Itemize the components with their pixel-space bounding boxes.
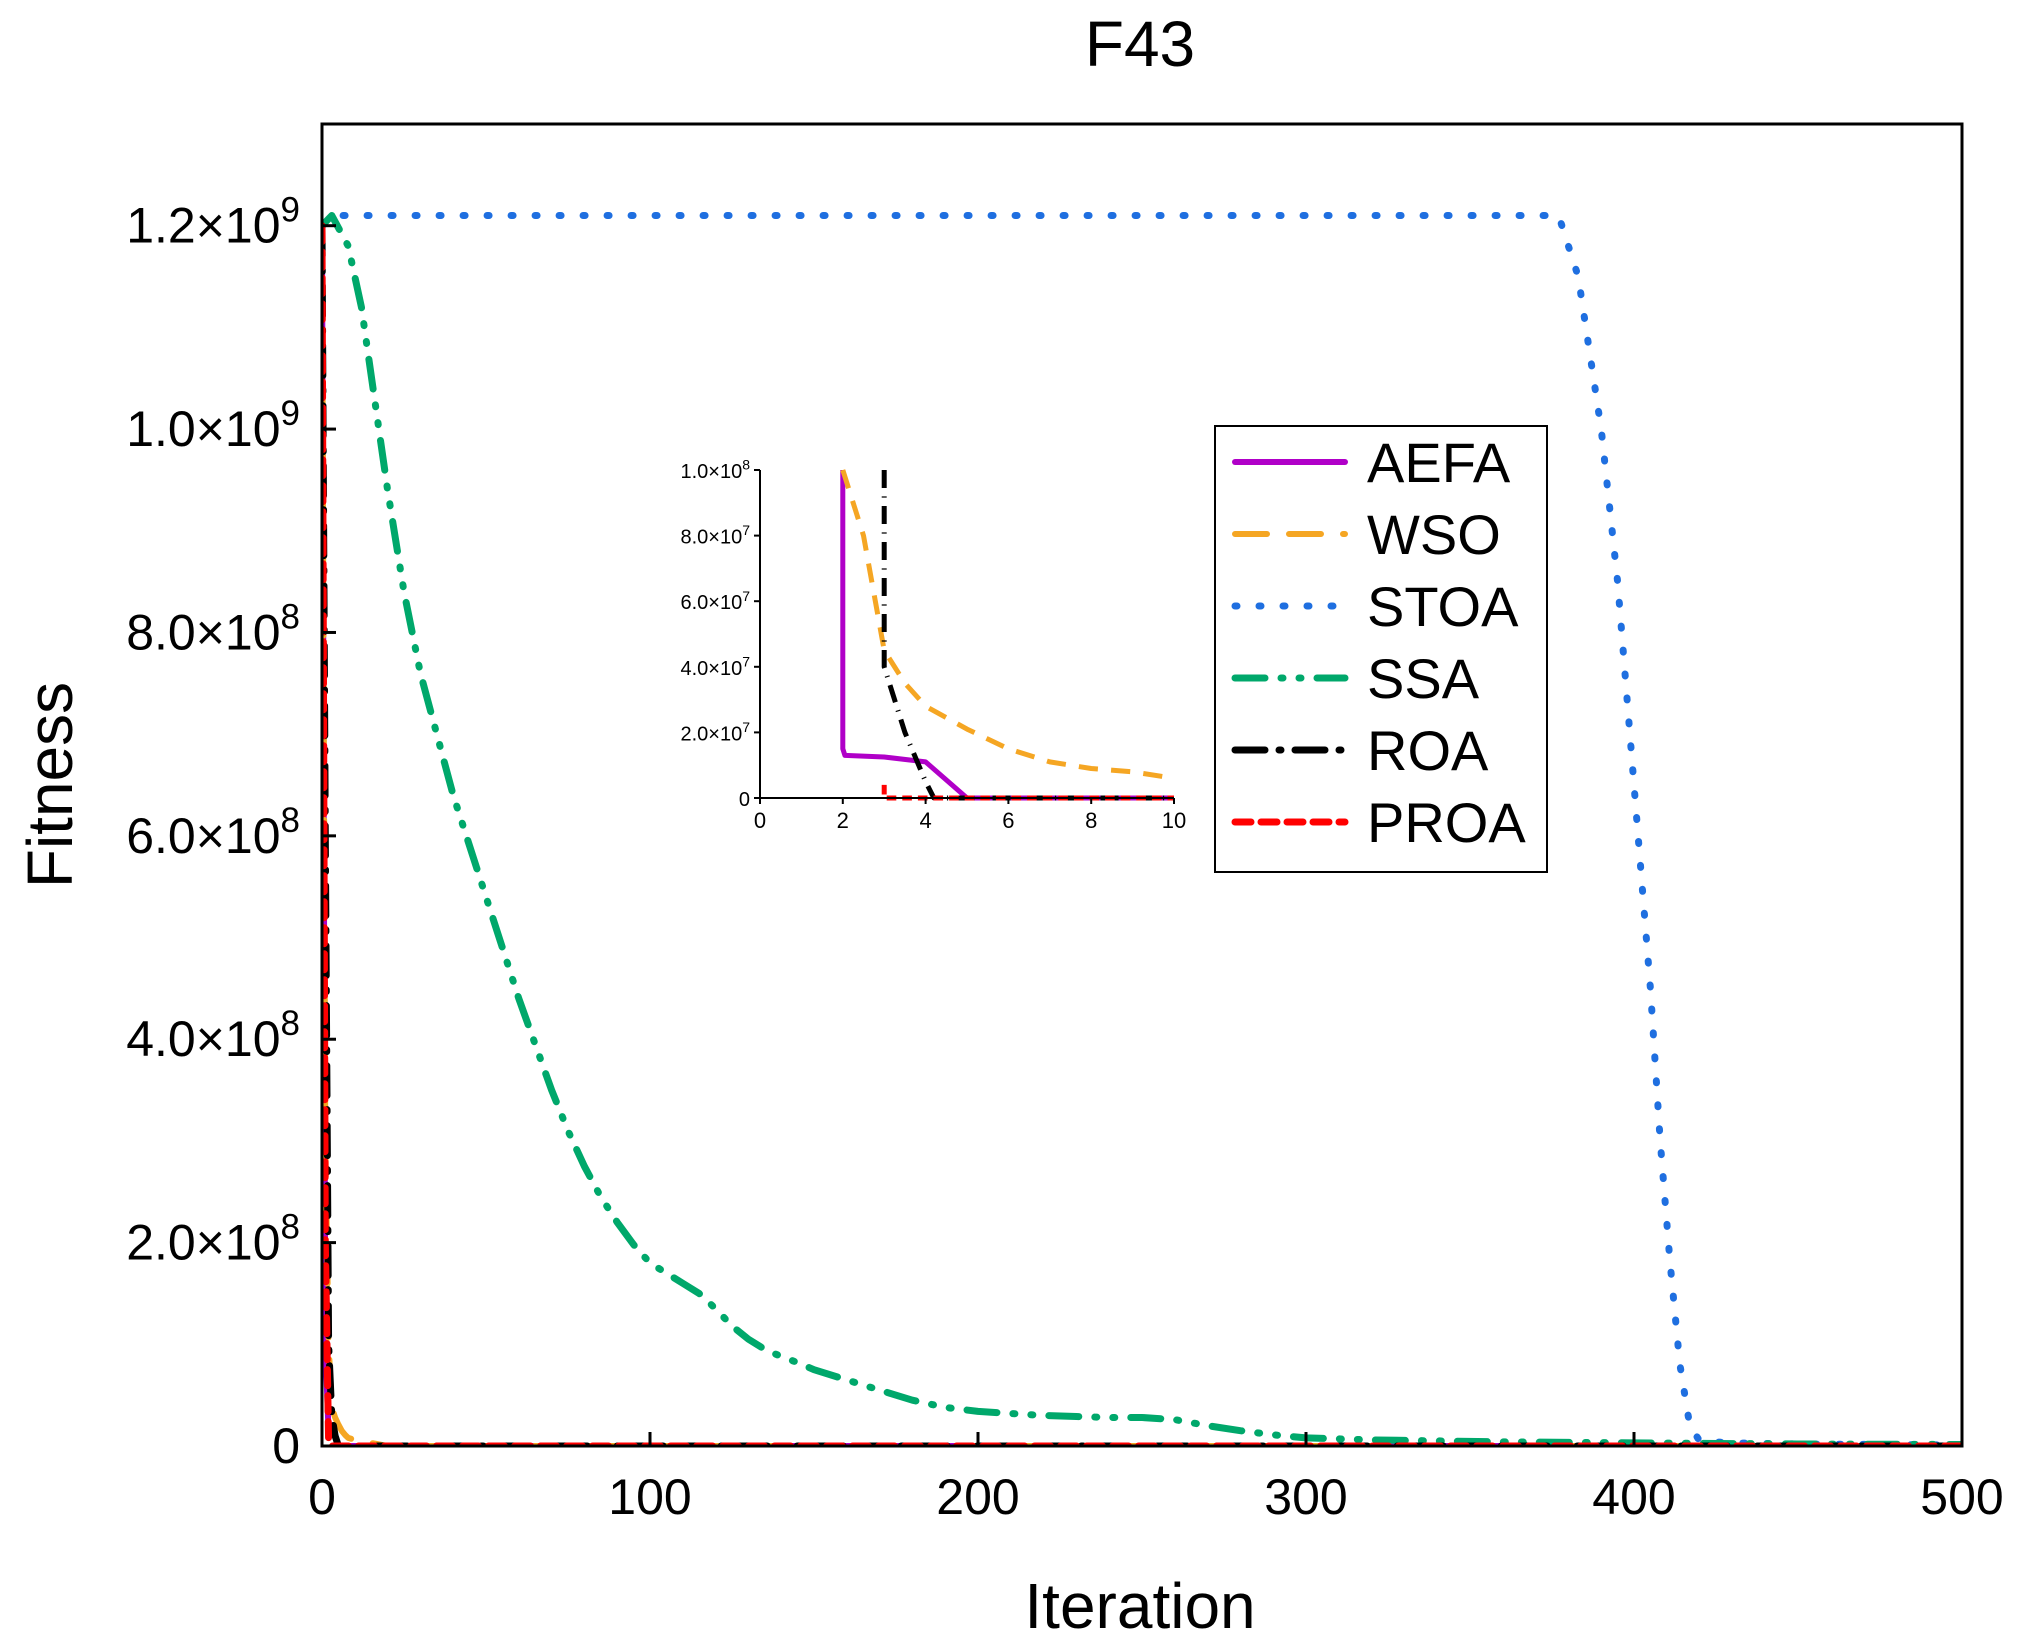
x-axis-label: Iteration xyxy=(1024,1570,1255,1642)
inset-series-line-wso xyxy=(840,469,1175,781)
y-tick-label: 6.0×108 xyxy=(126,801,300,864)
series-group xyxy=(322,212,1962,1446)
inset-x-tick-label: 4 xyxy=(919,808,931,833)
y-tick-label: 0 xyxy=(272,1418,300,1474)
x-tick-label: 500 xyxy=(1920,1469,2003,1525)
legend-label-aefa: AEFA xyxy=(1367,431,1511,494)
inset-y-tick-label: 6.0×107 xyxy=(680,588,750,614)
legend-label-ssa: SSA xyxy=(1367,647,1480,710)
inset-series-line-roa xyxy=(881,470,1174,801)
y-tick-label: 1.2×109 xyxy=(126,191,300,254)
chart-title: F43 xyxy=(1085,8,1195,80)
series-line-proa xyxy=(322,222,1962,1446)
y-tick-label: 4.0×108 xyxy=(126,1004,300,1067)
inset-y-tick-label: 4.0×107 xyxy=(680,653,750,679)
legend-label-proa: PROA xyxy=(1367,791,1526,854)
x-tick-label: 400 xyxy=(1592,1469,1675,1525)
inset-y-tick-label: 0 xyxy=(739,789,750,811)
inset-y-tick-label: 8.0×107 xyxy=(680,522,750,548)
inset-y-tick-label: 1.0×108 xyxy=(680,457,750,483)
legend-box xyxy=(1214,425,1548,873)
inset-x-tick-label: 8 xyxy=(1085,808,1097,833)
series-line-ssa xyxy=(322,212,1962,1446)
series-line-aefa xyxy=(322,222,1962,1446)
series-line-wso xyxy=(322,222,1962,1446)
inset-x-tick-label: 0 xyxy=(754,808,766,833)
y-tick-label: 1.0×109 xyxy=(126,394,300,457)
inset-series-line-aefa xyxy=(840,470,1174,801)
x-tick-label: 100 xyxy=(608,1469,691,1525)
plot-frame xyxy=(320,122,1964,1448)
series-line-stoa xyxy=(322,212,1962,1446)
legend-label-wso: WSO xyxy=(1367,503,1501,566)
series-line-roa xyxy=(322,222,1962,1446)
inset-x-tick-label: 2 xyxy=(837,808,849,833)
legend: AEFA WSO STOA SSA ROA PROA xyxy=(1214,425,1548,873)
x-tick-label: 0 xyxy=(308,1469,336,1525)
x-tick-label: 200 xyxy=(936,1469,1019,1525)
inset-x-tick-label: 10 xyxy=(1162,808,1186,833)
y-tick-label: 8.0×108 xyxy=(126,597,300,660)
y-axis-label: Fitness xyxy=(14,682,86,888)
inset-chart: 0 2 4 6 8 10 0 2.0×107 4.0×107 6.0×107 8.0×107 1.0×… xyxy=(680,457,1186,833)
inset-y-tick-label: 2.0×107 xyxy=(680,719,750,745)
inset-x-tick-label: 6 xyxy=(1002,808,1014,833)
legend-label-roa: ROA xyxy=(1367,719,1489,782)
x-tick-label: 300 xyxy=(1264,1469,1347,1525)
y-tick-label: 2.0×108 xyxy=(126,1208,300,1271)
legend-label-stoa: STOA xyxy=(1367,575,1519,638)
main-axes: 0 100 200 300 400 50002.0×1084.0×1086.0×1088.… xyxy=(126,122,2004,1525)
